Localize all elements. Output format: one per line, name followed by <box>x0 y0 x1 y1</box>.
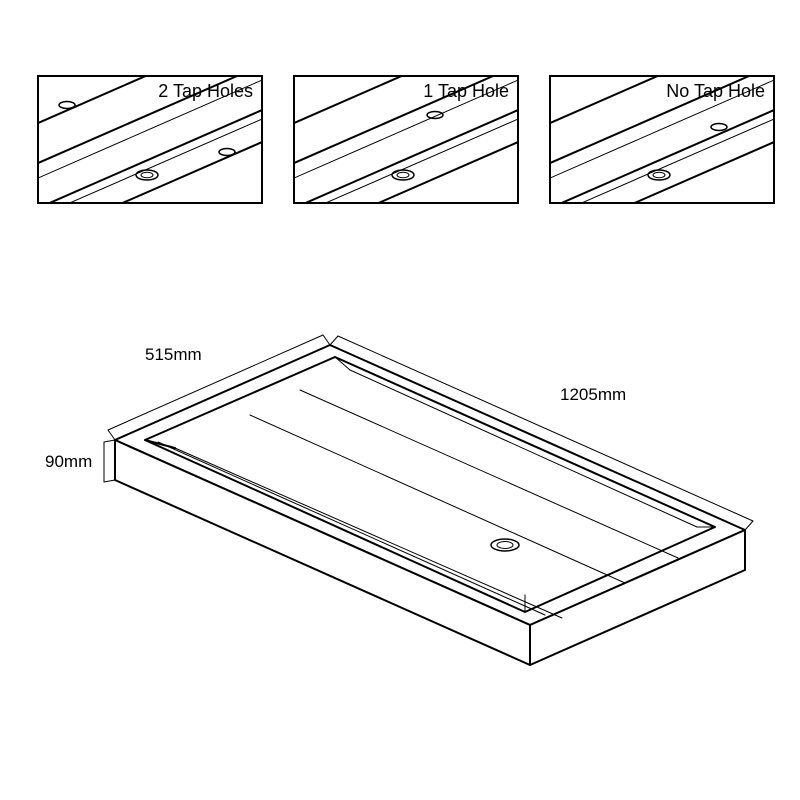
option-1-tap-hole: 1 Tap Hole <box>293 75 519 204</box>
dim-height-label: 90mm <box>45 452 92 472</box>
option-label: 2 Tap Holes <box>158 81 253 102</box>
option-label: No Tap Hole <box>666 81 765 102</box>
diagram-container: 2 Tap Holes 1 T <box>0 0 800 800</box>
basin-svg <box>0 290 800 730</box>
dim-width-label: 515mm <box>145 345 202 365</box>
dim-length-label: 1205mm <box>560 385 626 405</box>
main-basin-drawing: 515mm 1205mm 90mm <box>0 290 800 730</box>
option-no-tap-hole: No Tap Hole <box>549 75 775 204</box>
options-row: 2 Tap Holes 1 T <box>37 75 775 204</box>
option-2-tap-holes: 2 Tap Holes <box>37 75 263 204</box>
option-label: 1 Tap Hole <box>423 81 509 102</box>
